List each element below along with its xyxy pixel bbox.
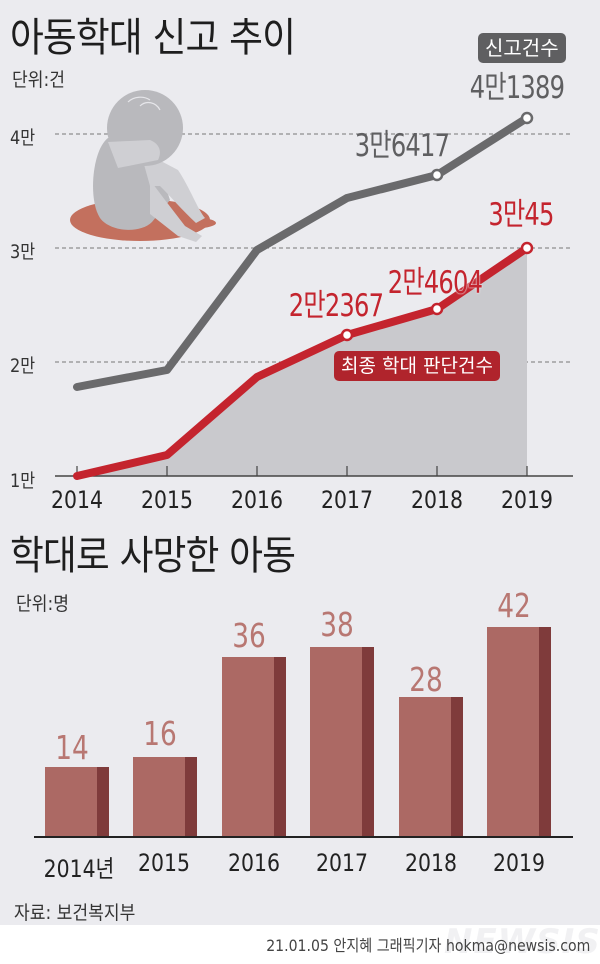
bar-x-label-2018: 2018 <box>405 849 457 877</box>
reports-line <box>73 114 531 391</box>
bar-x-label-2017: 2017 <box>316 849 368 877</box>
bar-2014 <box>45 767 109 837</box>
bar-2016 <box>222 657 286 837</box>
bar-value-2017: 38 <box>320 605 354 644</box>
label-reports-2018: 3만6417 <box>354 128 450 164</box>
label-confirmed-2017: 2만2367 <box>288 288 384 324</box>
bar-value-2014: 14 <box>55 728 89 767</box>
line-chart-plot <box>55 90 573 480</box>
confirmed-point-2019 <box>520 241 534 255</box>
x-label-2017: 2017 <box>321 486 373 514</box>
credit-text: 21.01.05 안지혜 그래픽기자 hokma@newsis.com <box>265 936 590 955</box>
bar-value-2019: 42 <box>497 586 531 625</box>
source-text: 자료: 보건복지부 <box>14 902 136 924</box>
legend-reports-badge: 신고건수 <box>478 33 566 63</box>
legend-confirmed-badge: 최종 학대 판단건수 <box>334 351 500 381</box>
x-label-2016: 2016 <box>231 486 283 514</box>
x-label-2019: 2019 <box>501 486 553 514</box>
y-tick-40000: 4만 <box>10 127 36 149</box>
confirmed-line <box>73 244 531 480</box>
child-illustration-icon <box>70 90 216 242</box>
line-chart-unit: 단위:건 <box>12 69 65 91</box>
bar-x-label-2016: 2016 <box>228 849 280 877</box>
reports-point-2019 <box>520 111 534 125</box>
y-tick-20000: 2만 <box>10 355 36 377</box>
bar-value-2016: 36 <box>232 616 266 655</box>
bar-2017 <box>310 647 374 837</box>
bar-chart-title: 학대로 사망한 아동 <box>10 533 296 579</box>
label-confirmed-2019: 3만45 <box>488 197 554 233</box>
bar-x-label-2014: 2014년 <box>43 855 115 883</box>
x-label-2014: 2014 <box>51 486 103 514</box>
y-tick-30000: 3만 <box>10 241 36 263</box>
y-tick-10000: 1만 <box>10 470 36 492</box>
bar-x-label-2019: 2019 <box>493 849 545 877</box>
line-chart-title: 아동학대 신고 추이 <box>10 15 296 61</box>
label-confirmed-2018: 2만4604 <box>387 265 483 301</box>
bar-baseline <box>34 836 573 838</box>
label-reports-2019: 4만1389 <box>469 70 565 106</box>
x-label-2015: 2015 <box>141 486 193 514</box>
newsis-watermark: NEWSIS <box>444 922 600 962</box>
bar-chart-unit: 단위:명 <box>16 593 69 615</box>
bar-value-2018: 28 <box>409 660 443 699</box>
bar-2015 <box>133 757 197 837</box>
confirmed-point-2018 <box>430 302 444 316</box>
bar-2019 <box>487 627 551 837</box>
confirmed-point-2017 <box>340 328 354 342</box>
confirmed-area <box>77 248 527 476</box>
reports-point-2018 <box>430 168 444 182</box>
bar-2018 <box>399 697 463 837</box>
bar-x-label-2015: 2015 <box>138 849 190 877</box>
bar-value-2015: 16 <box>143 714 177 753</box>
x-label-2018: 2018 <box>411 486 463 514</box>
